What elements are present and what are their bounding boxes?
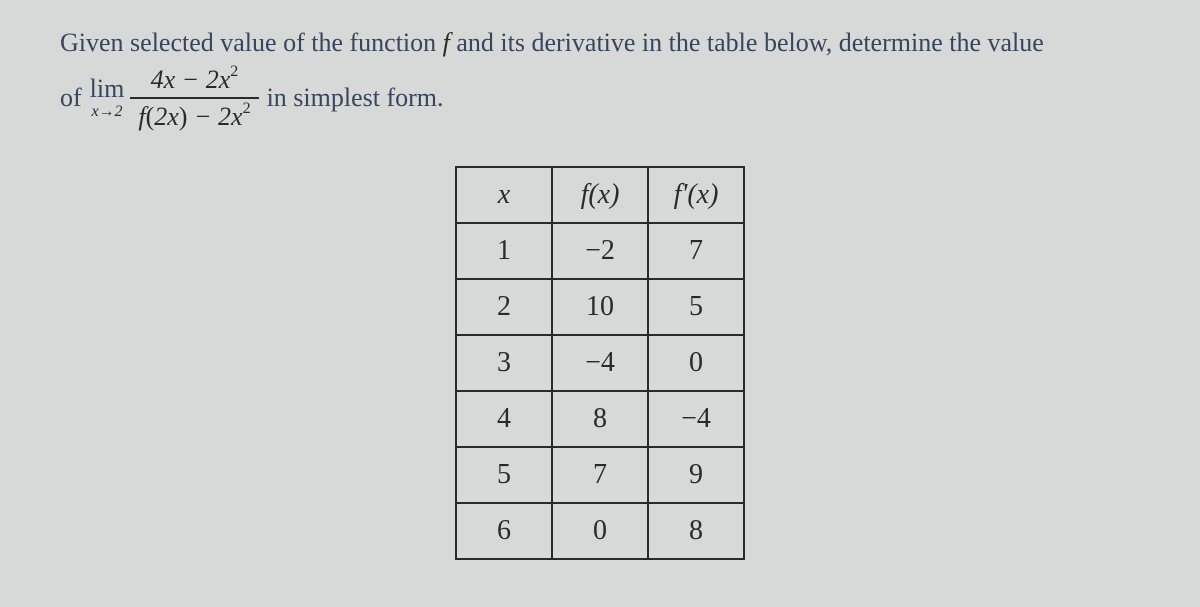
- func-symbol: f: [443, 28, 450, 57]
- table-container: x f(x) f'(x) 1 −2 7 2 10 5 3 −4: [60, 166, 1140, 560]
- cell-x: 2: [456, 279, 552, 335]
- denom-exponent: 2: [243, 100, 251, 117]
- table-row: 6 0 8: [456, 503, 744, 559]
- cell-fpx: 9: [648, 447, 744, 503]
- table-row: 5 7 9: [456, 447, 744, 503]
- lim-label: lim: [90, 76, 125, 102]
- col-header-fx: f(x): [552, 167, 648, 223]
- prompt-line1-post: and its derivative in the table below, d…: [450, 28, 1044, 57]
- table-row: 3 −4 0: [456, 335, 744, 391]
- denom-open: (: [146, 102, 155, 131]
- table-row: 4 8 −4: [456, 391, 744, 447]
- cell-fx: 0: [552, 503, 648, 559]
- cell-x: 5: [456, 447, 552, 503]
- prompt-line2-post: in simplest form.: [267, 79, 444, 117]
- prompt-text: Given selected value of the function f a…: [60, 24, 1140, 134]
- cell-fx: 10: [552, 279, 648, 335]
- numerator-base: 4x − 2x: [151, 65, 231, 94]
- prompt-line2-pre: of: [60, 79, 82, 117]
- cell-x: 4: [456, 391, 552, 447]
- prompt-line-2: of lim x→2 4x − 2x2 f(2x) − 2x2 in simpl…: [60, 62, 1140, 134]
- table-row: 1 −2 7: [456, 223, 744, 279]
- denom-f: f: [138, 102, 145, 131]
- col-header-x-label: x: [498, 179, 510, 210]
- cell-fpx: 8: [648, 503, 744, 559]
- cell-fpx: −4: [648, 391, 744, 447]
- numerator-exponent: 2: [230, 63, 238, 80]
- table-header-row: x f(x) f'(x): [456, 167, 744, 223]
- problem-page: Given selected value of the function f a…: [0, 0, 1200, 560]
- cell-x: 3: [456, 335, 552, 391]
- prompt-line-1: Given selected value of the function f a…: [60, 24, 1140, 62]
- cell-fx: 7: [552, 447, 648, 503]
- prompt-line1-pre: Given selected value of the function: [60, 28, 443, 57]
- function-table: x f(x) f'(x) 1 −2 7 2 10 5 3 −4: [455, 166, 745, 560]
- col-header-fpx: f'(x): [648, 167, 744, 223]
- cell-fx: −4: [552, 335, 648, 391]
- limit-operator: lim x→2: [90, 76, 125, 120]
- col-header-x: x: [456, 167, 552, 223]
- fraction: 4x − 2x2 f(2x) − 2x2: [130, 62, 258, 134]
- cell-fpx: 7: [648, 223, 744, 279]
- cell-fpx: 5: [648, 279, 744, 335]
- col-header-fpx-label: f'(x): [674, 179, 719, 210]
- cell-fpx: 0: [648, 335, 744, 391]
- denom-mid: − 2x: [187, 102, 242, 131]
- cell-x: 6: [456, 503, 552, 559]
- table-body: 1 −2 7 2 10 5 3 −4 0 4 8 −4: [456, 223, 744, 559]
- table-row: 2 10 5: [456, 279, 744, 335]
- cell-x: 1: [456, 223, 552, 279]
- lim-subscript: x→2: [91, 104, 122, 120]
- fraction-numerator: 4x − 2x2: [143, 62, 247, 97]
- denom-arg: 2x: [154, 102, 179, 131]
- cell-fx: 8: [552, 391, 648, 447]
- limit-expression: lim x→2 4x − 2x2 f(2x) − 2x2: [90, 62, 259, 134]
- cell-fx: −2: [552, 223, 648, 279]
- fraction-denominator: f(2x) − 2x2: [130, 99, 258, 134]
- col-header-fx-label: f(x): [581, 179, 620, 210]
